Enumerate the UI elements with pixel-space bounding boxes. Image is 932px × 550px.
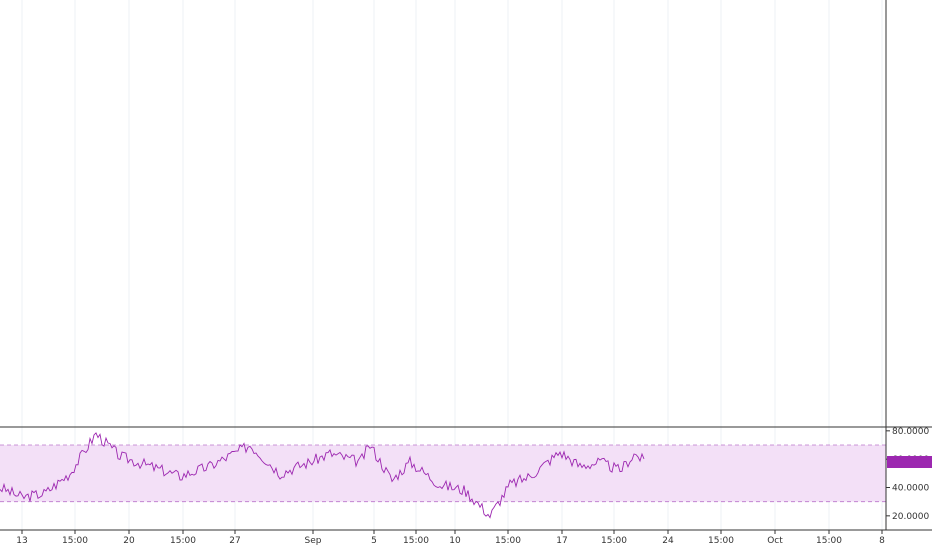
time-tick-label: 24 <box>662 536 674 546</box>
time-tick-label: 27 <box>229 536 240 546</box>
rsi-tick-label: 20.0000 <box>892 512 929 522</box>
time-tick-label: 15:00 <box>403 536 429 546</box>
rsi-tick-label: 80.0000 <box>892 427 929 437</box>
time-tick-label: 15:00 <box>495 536 521 546</box>
time-tick-label: 5 <box>371 536 377 546</box>
rsi-line <box>0 432 645 519</box>
time-tick-label: 15:00 <box>170 536 196 546</box>
time-tick-label: 20 <box>123 536 135 546</box>
rsi-value-tag <box>887 456 932 468</box>
time-tick-label: 13 <box>16 536 27 546</box>
time-tick-label: Oct <box>767 536 783 546</box>
rsi-tick-label: 40.0000 <box>892 484 929 494</box>
rsi-band <box>0 445 886 502</box>
time-tick-label: 15:00 <box>816 536 842 546</box>
time-tick-label: 15:00 <box>708 536 734 546</box>
rsi-panel <box>0 426 932 519</box>
time-tick-label: 15:00 <box>62 536 88 546</box>
time-tick-label: 17 <box>556 536 567 546</box>
price-tags: 0.0000522301:28:32 <box>887 456 932 468</box>
time-tick-label: 15:00 <box>601 536 627 546</box>
grid <box>21 0 883 530</box>
time-tick-label: 10 <box>449 536 461 546</box>
time-tick-label: 8 <box>879 536 885 546</box>
time-tick-label: Sep <box>305 536 322 546</box>
